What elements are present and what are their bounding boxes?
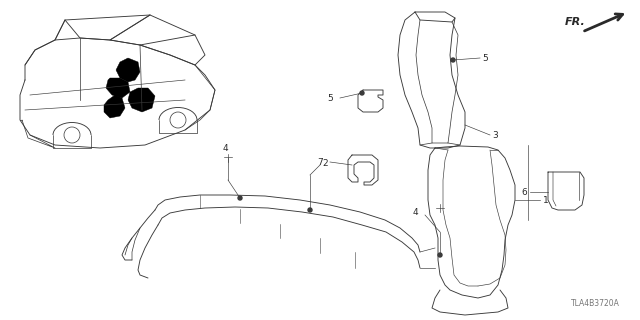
Text: 3: 3 bbox=[492, 131, 498, 140]
Circle shape bbox=[238, 196, 242, 200]
Circle shape bbox=[451, 58, 455, 62]
Text: 1: 1 bbox=[543, 196, 548, 204]
Polygon shape bbox=[106, 78, 130, 98]
Text: 5: 5 bbox=[482, 53, 488, 62]
Polygon shape bbox=[104, 95, 125, 118]
Text: TLA4B3720A: TLA4B3720A bbox=[571, 299, 620, 308]
Polygon shape bbox=[128, 88, 155, 112]
Text: FR.: FR. bbox=[565, 17, 586, 27]
Circle shape bbox=[308, 208, 312, 212]
Circle shape bbox=[438, 253, 442, 257]
Text: 4: 4 bbox=[412, 207, 418, 217]
Text: 5: 5 bbox=[327, 93, 333, 102]
Text: 4: 4 bbox=[222, 144, 228, 153]
Text: 2: 2 bbox=[322, 158, 328, 167]
Text: 7: 7 bbox=[317, 157, 323, 166]
Circle shape bbox=[360, 91, 364, 95]
Polygon shape bbox=[116, 58, 140, 82]
Text: 6: 6 bbox=[521, 188, 527, 196]
